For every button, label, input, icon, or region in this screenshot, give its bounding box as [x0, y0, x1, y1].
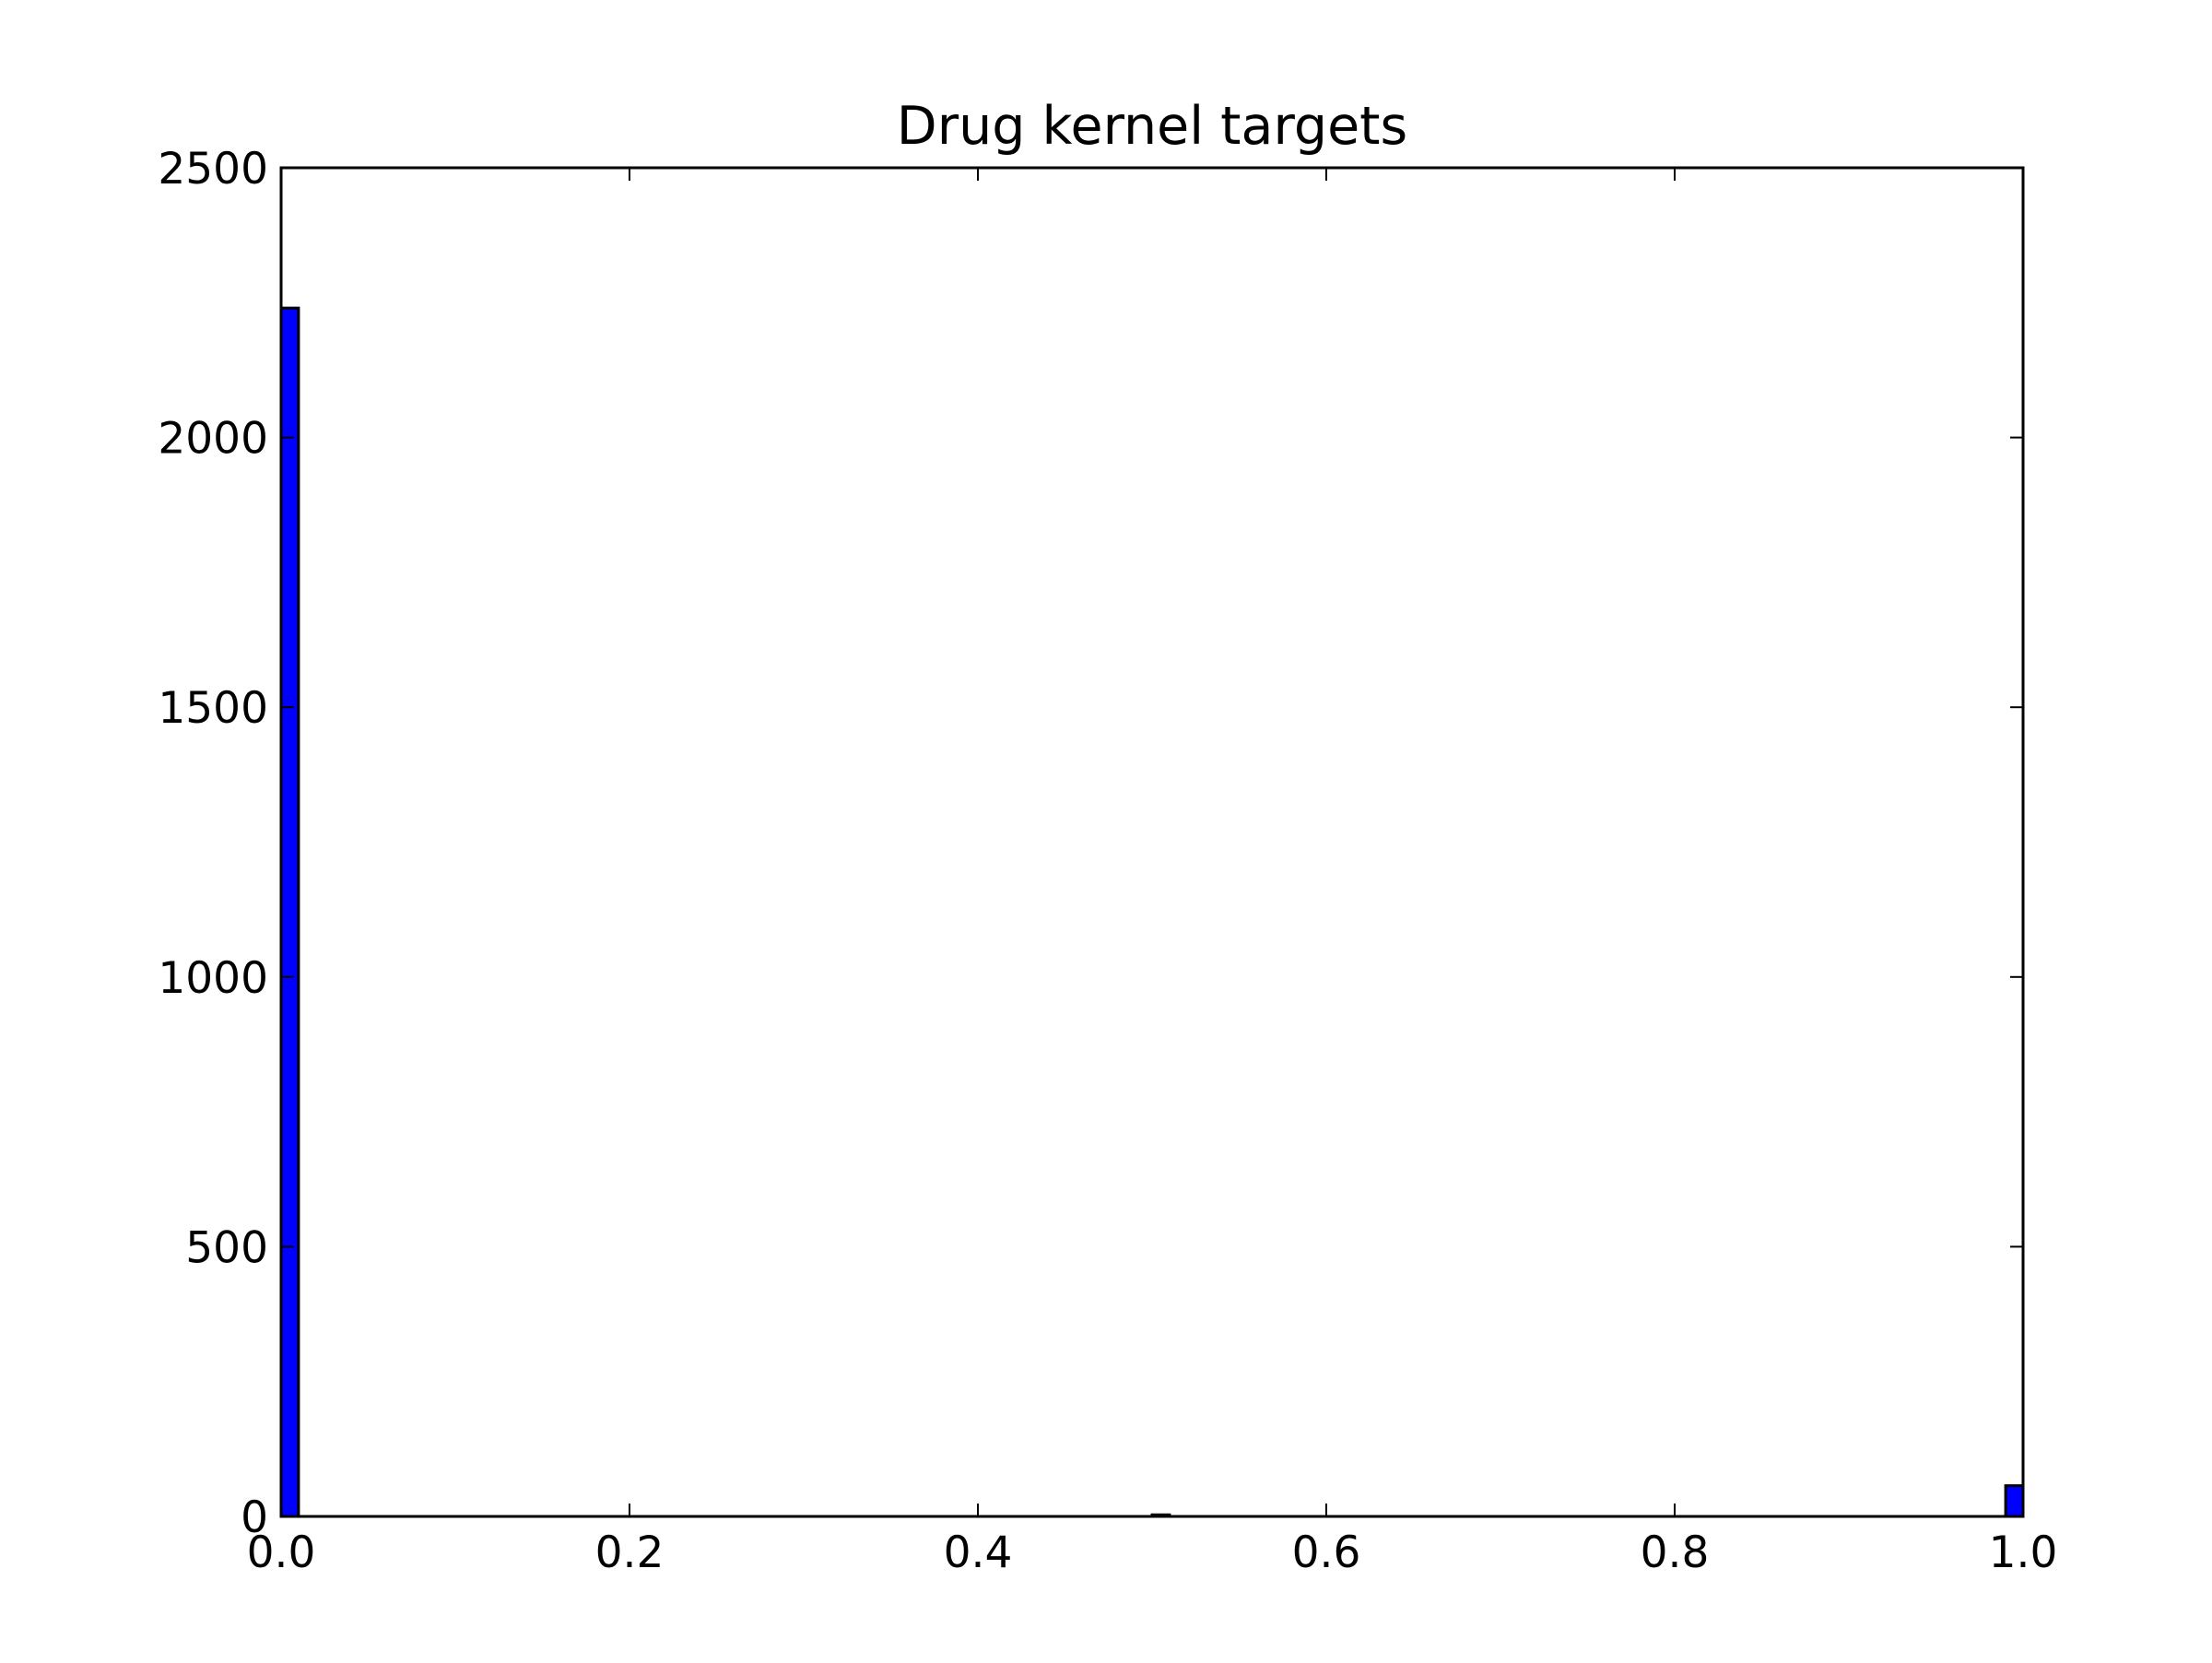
bars-group — [279, 306, 2025, 1518]
x-tick-label-5: 1.0 — [1989, 1527, 2058, 1578]
histogram-bar-2 — [2004, 1484, 2025, 1518]
y-tick-label-2: 1000 — [158, 953, 268, 1004]
plot-frame — [279, 166, 2025, 1518]
x-tick-label-0: 0.0 — [247, 1527, 316, 1578]
histogram-bar-0 — [279, 306, 300, 1518]
tick-labels-group: 0.0 0.2 0.4 0.6 0.8 1.0 0 500 1000 1500 2000 2500 — [158, 144, 2057, 1578]
x-tick-label-4: 0.8 — [1641, 1527, 1710, 1578]
y-tick-label-0: 0 — [241, 1492, 268, 1543]
y-tick-label-4: 2000 — [158, 414, 268, 465]
x-tick-label-2: 0.4 — [944, 1527, 1013, 1578]
x-tick-label-3: 0.6 — [1292, 1527, 1361, 1578]
ticks-group — [280, 167, 2024, 1517]
y-tick-label-3: 1500 — [158, 683, 268, 734]
y-tick-label-1: 500 — [185, 1222, 268, 1273]
y-tick-label-5: 2500 — [158, 144, 268, 195]
x-tick-label-1: 0.2 — [595, 1527, 665, 1578]
chart-title: Drug kernel targets — [897, 96, 1407, 157]
